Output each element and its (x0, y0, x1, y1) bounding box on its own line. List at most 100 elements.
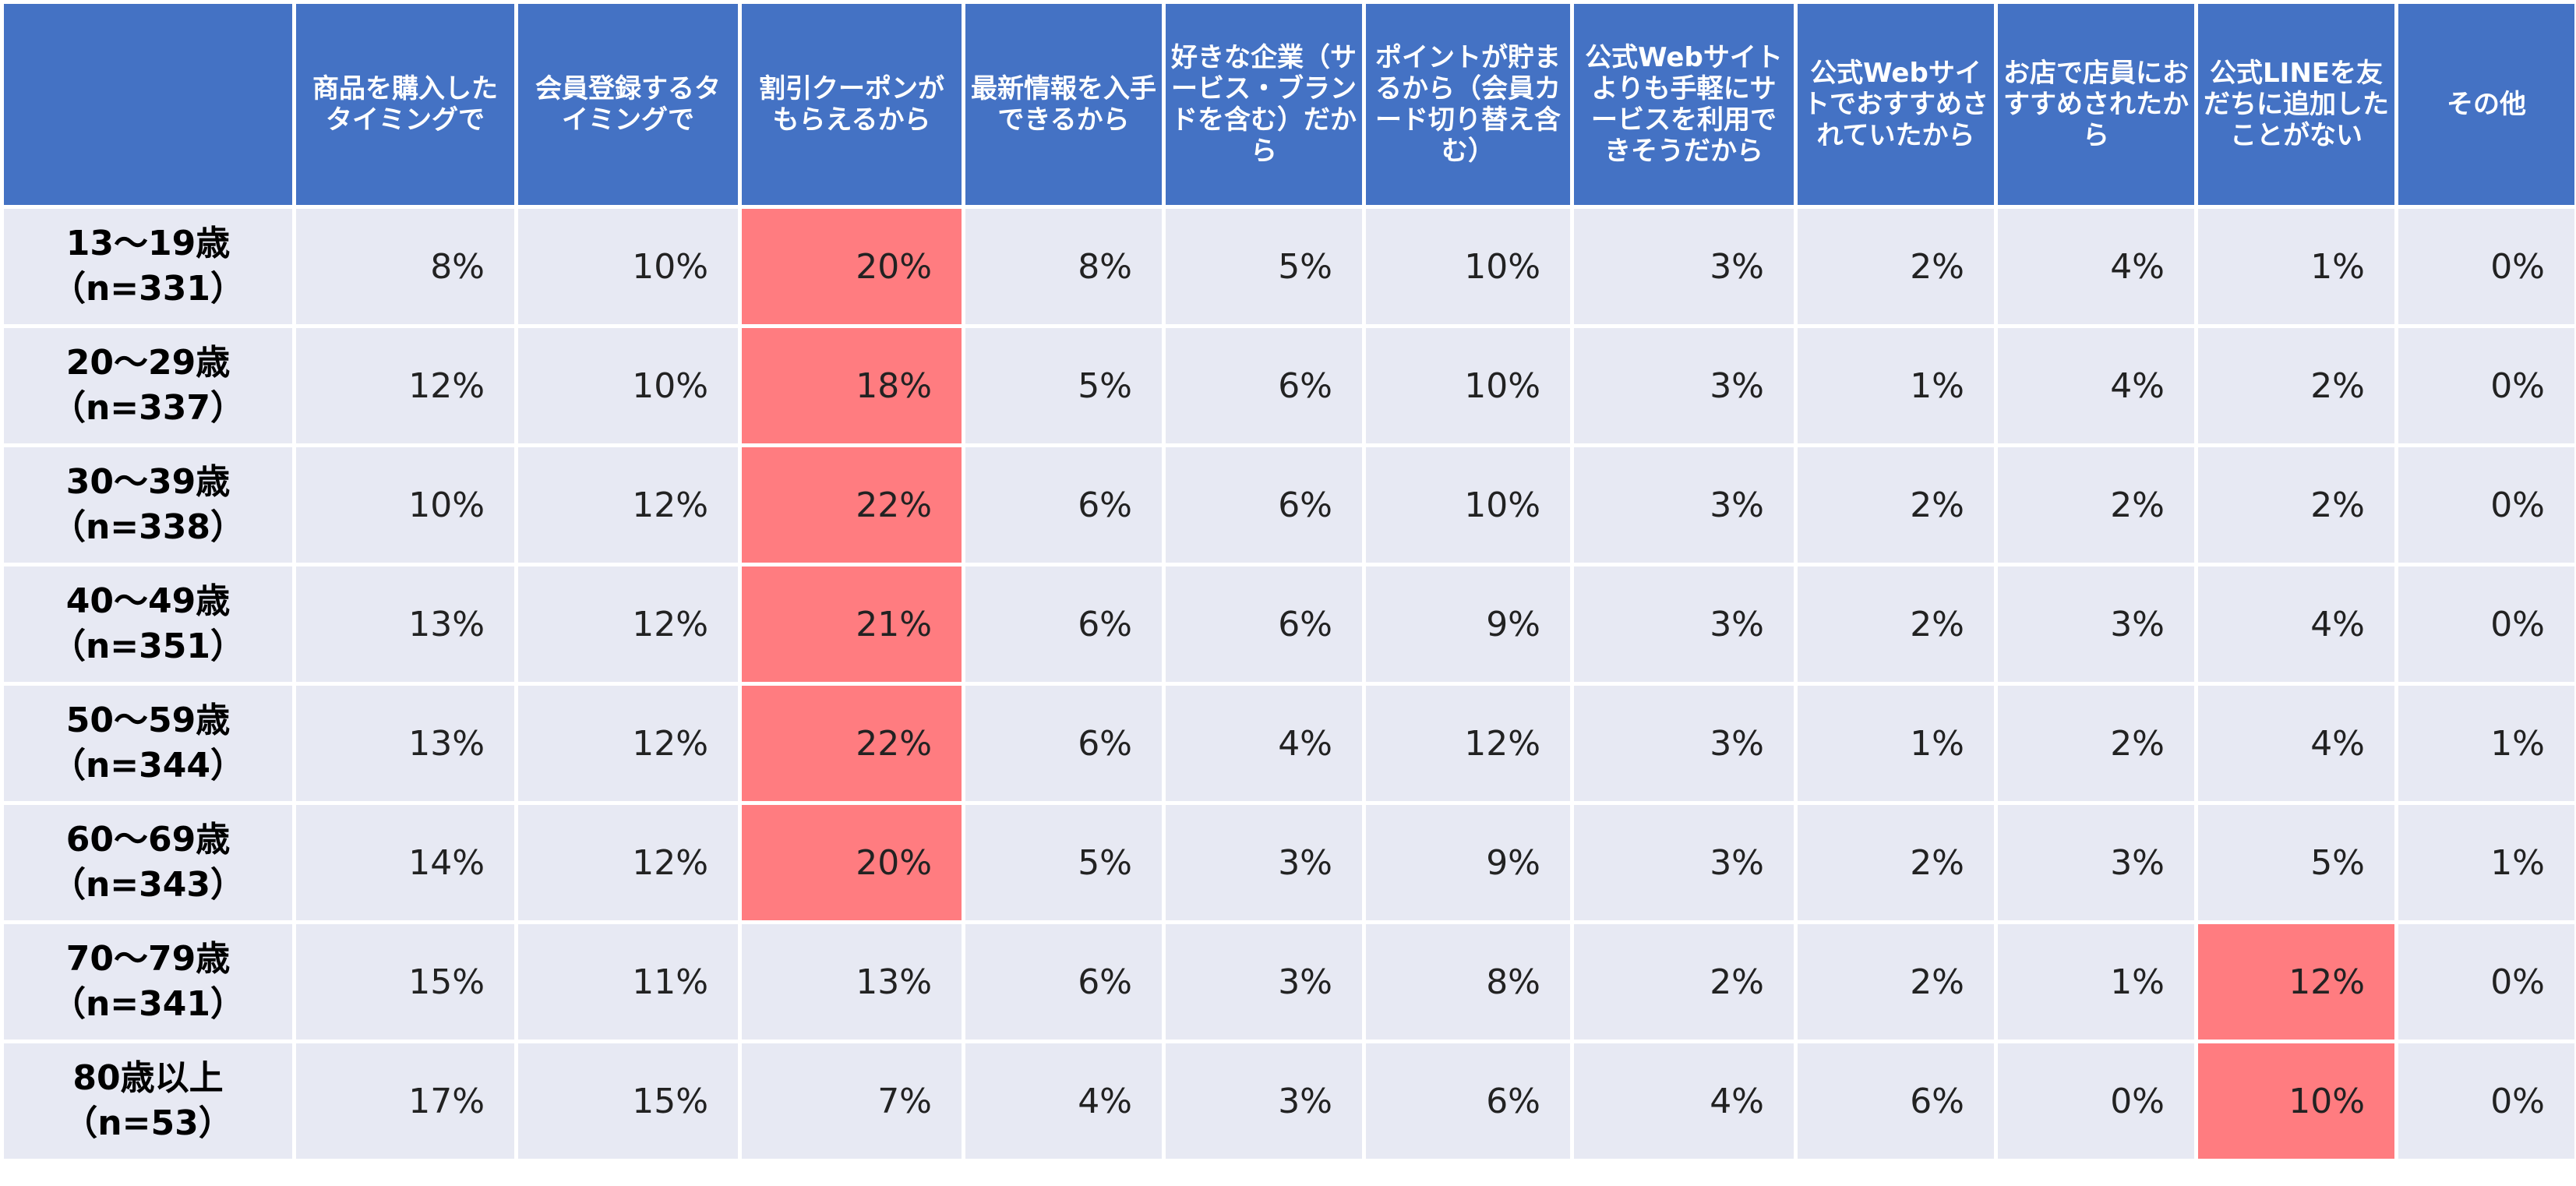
value-cell: 1% (2398, 686, 2574, 801)
value-cell: 0% (2398, 328, 2574, 443)
table-row: 30〜39歳 （n=338） 10% 12% 22% 6% 6% 10% 3% 2% 2% 2% 0% (4, 447, 2574, 563)
highlighted-value-cell: 21% (742, 567, 962, 682)
header-label: 公式LINEを友だちに追加したことがない (2204, 58, 2389, 151)
highlighted-value-cell: 18% (742, 328, 962, 443)
value-cell: 0% (2398, 567, 2574, 682)
value-cell: 12% (518, 686, 738, 801)
table-row: 80歳以上 （n=53） 17% 15% 7% 4% 3% 6% 4% 6% 0% 10% 0% (4, 1043, 2574, 1159)
sample-size-label: （n=344） (51, 746, 245, 785)
value-cell: 2% (1574, 924, 1794, 1040)
value-cell: 10% (1366, 209, 1570, 324)
value-cell: 4% (1998, 209, 2194, 324)
header-label: 会員登録するタイミングで (535, 73, 721, 136)
header-cell: 公式LINEを友だちに追加したことがない (2198, 4, 2394, 205)
row-label: 20〜29歳 （n=337） (4, 328, 292, 443)
age-group-label: 50〜59歳 (65, 701, 231, 740)
value-cell: 4% (1998, 328, 2194, 443)
header-cell: 公式Webサイトでおすすめされていたから (1798, 4, 1994, 205)
age-group-label: 70〜79歳 (65, 939, 231, 979)
row-label: 40〜49歳 （n=351） (4, 567, 292, 682)
value-cell: 12% (518, 447, 738, 563)
value-cell: 3% (1574, 209, 1794, 324)
table-row: 20〜29歳 （n=337） 12% 10% 18% 5% 6% 10% 3% 1% 4% 2% 0% (4, 328, 2574, 443)
value-cell: 8% (965, 209, 1162, 324)
value-cell: 5% (965, 805, 1162, 920)
value-cell: 4% (1574, 1043, 1794, 1159)
value-cell: 3% (1574, 805, 1794, 920)
value-cell: 6% (1366, 1043, 1570, 1159)
value-cell: 2% (1798, 567, 1994, 682)
value-cell: 1% (2198, 209, 2394, 324)
value-cell: 9% (1366, 567, 1570, 682)
sample-size-label: （n=331） (51, 269, 245, 309)
age-group-label: 40〜49歳 (65, 581, 231, 621)
value-cell: 13% (296, 686, 514, 801)
highlighted-value-cell: 12% (2198, 924, 2394, 1040)
value-cell: 0% (2398, 924, 2574, 1040)
header-label: 公式Webサイトよりも手軽にサービスを利用できそうだから (1585, 42, 1783, 167)
header-label: 商品を購入したタイミングで (312, 73, 498, 136)
value-cell: 10% (518, 328, 738, 443)
value-cell: 12% (518, 567, 738, 682)
value-cell: 14% (296, 805, 514, 920)
value-cell: 10% (1366, 328, 1570, 443)
table-body: 13〜19歳 （n=331） 8% 10% 20% 8% 5% 10% 3% 2% 4% 1% 0% 20… (4, 209, 2574, 1159)
header-label: 好きな企業（サービス・ブランドを含む）だから (1171, 42, 1357, 167)
value-cell: 2% (2198, 328, 2394, 443)
header-cell: その他 (2398, 4, 2574, 205)
age-group-label: 20〜29歳 (65, 343, 231, 383)
table-row: 70〜79歳 （n=341） 15% 11% 13% 6% 3% 8% 2% 2% 1% 12% 0% (4, 924, 2574, 1040)
value-cell: 8% (296, 209, 514, 324)
value-cell: 2% (2198, 447, 2394, 563)
value-cell: 5% (2198, 805, 2394, 920)
highlighted-value-cell: 10% (2198, 1043, 2394, 1159)
value-cell: 15% (296, 924, 514, 1040)
value-cell: 10% (296, 447, 514, 563)
value-cell: 0% (1998, 1043, 2194, 1159)
header-label: ポイントが貯まるから（会員カード切り替え含む） (1375, 42, 1561, 167)
value-cell: 13% (296, 567, 514, 682)
value-cell: 6% (1166, 447, 1362, 563)
value-cell: 3% (1574, 567, 1794, 682)
value-cell: 6% (1798, 1043, 1994, 1159)
sample-size-label: （n=341） (51, 984, 245, 1024)
value-cell: 6% (965, 447, 1162, 563)
value-cell: 6% (965, 686, 1162, 801)
value-cell: 5% (965, 328, 1162, 443)
value-cell: 2% (1798, 209, 1994, 324)
table-row: 13〜19歳 （n=331） 8% 10% 20% 8% 5% 10% 3% 2% 4% 1% 0% (4, 209, 2574, 324)
header-label: お店で店員におすすめされたから (2003, 58, 2189, 151)
value-cell: 3% (1166, 1043, 1362, 1159)
table-row: 50〜59歳 （n=344） 13% 12% 22% 6% 4% 12% 3% 1% 2% 4% 1% (4, 686, 2574, 801)
value-cell: 17% (296, 1043, 514, 1159)
value-cell: 2% (1798, 447, 1994, 563)
row-label: 70〜79歳 （n=341） (4, 924, 292, 1040)
sample-size-label: （n=343） (51, 865, 245, 905)
value-cell: 1% (2398, 805, 2574, 920)
header-cell: 好きな企業（サービス・ブランドを含む）だから (1166, 4, 1362, 205)
header-cell: 会員登録するタイミングで (518, 4, 738, 205)
value-cell: 12% (296, 328, 514, 443)
value-cell: 3% (1998, 567, 2194, 682)
row-label: 50〜59歳 （n=344） (4, 686, 292, 801)
row-label: 80歳以上 （n=53） (4, 1043, 292, 1159)
value-cell: 0% (2398, 1043, 2574, 1159)
header-row: 商品を購入したタイミングで 会員登録するタイミングで 割引クーポンがもらえるから… (4, 4, 2574, 205)
value-cell: 4% (2198, 686, 2394, 801)
highlighted-value-cell: 20% (742, 805, 962, 920)
sample-size-label: （n=53） (63, 1103, 233, 1143)
header-cell: 割引クーポンがもらえるから (742, 4, 962, 205)
age-group-label: 13〜19歳 (65, 224, 231, 263)
value-cell: 12% (518, 805, 738, 920)
value-cell: 3% (1166, 805, 1362, 920)
sample-size-label: （n=337） (51, 388, 245, 428)
age-group-label: 80歳以上 (72, 1058, 224, 1098)
value-cell: 9% (1366, 805, 1570, 920)
value-cell: 0% (2398, 209, 2574, 324)
value-cell: 3% (1574, 447, 1794, 563)
value-cell: 3% (1166, 924, 1362, 1040)
sample-size-label: （n=351） (51, 627, 245, 666)
value-cell: 11% (518, 924, 738, 1040)
